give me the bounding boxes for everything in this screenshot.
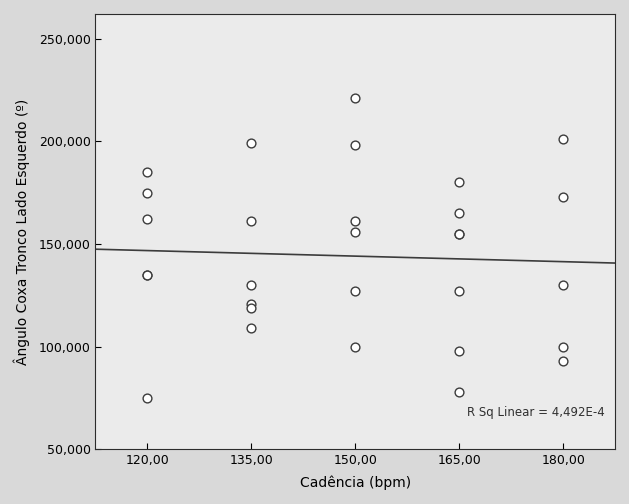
Point	[350, 287, 360, 295]
Point	[558, 357, 568, 365]
Point	[350, 217, 360, 225]
X-axis label: Cadência (bpm): Cadência (bpm)	[300, 476, 411, 490]
Point	[558, 135, 568, 143]
Y-axis label: Ângulo Coxa Tronco Lado Esquerdo (º): Ângulo Coxa Tronco Lado Esquerdo (º)	[14, 98, 30, 365]
Point	[350, 228, 360, 236]
Point	[247, 303, 257, 311]
Point	[558, 281, 568, 289]
Point	[247, 281, 257, 289]
Point	[247, 139, 257, 147]
Point	[142, 394, 152, 402]
Point	[350, 141, 360, 149]
Point	[454, 230, 464, 238]
Point	[247, 299, 257, 307]
Point	[350, 343, 360, 351]
Point	[247, 217, 257, 225]
Point	[142, 168, 152, 176]
Point	[142, 271, 152, 279]
Point	[454, 287, 464, 295]
Text: R Sq Linear = 4,492E-4: R Sq Linear = 4,492E-4	[467, 406, 604, 419]
Point	[454, 230, 464, 238]
Point	[454, 209, 464, 217]
Point	[454, 178, 464, 186]
Point	[558, 193, 568, 201]
Point	[142, 188, 152, 197]
Point	[454, 347, 464, 355]
Point	[454, 388, 464, 396]
Point	[142, 271, 152, 279]
Point	[350, 94, 360, 102]
Point	[558, 343, 568, 351]
Point	[247, 324, 257, 332]
Point	[142, 215, 152, 223]
